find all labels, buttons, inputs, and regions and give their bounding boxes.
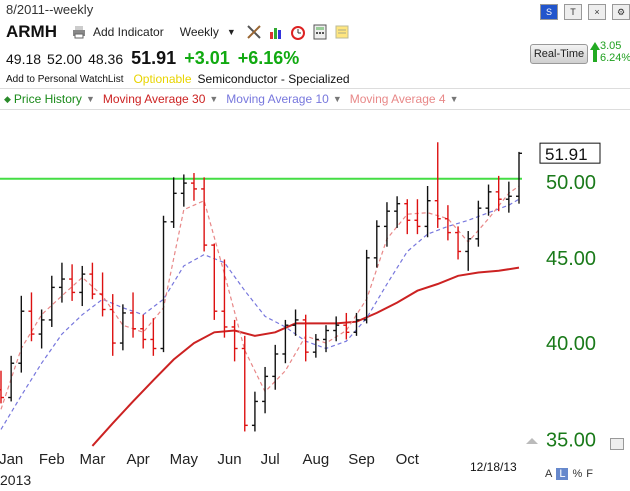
add-indicator-button[interactable]: Add Indicator: [93, 25, 164, 39]
legend-price-history-label: Price History: [13, 92, 82, 106]
alarm-clock-icon[interactable]: [290, 24, 306, 40]
legend-ma10[interactable]: Moving Average 10 ▼: [226, 92, 341, 106]
price-row: 49.18 52.00 48.36 51.91 +3.01 +6.16%: [6, 48, 307, 69]
x-tick-label-jul: Jul: [261, 451, 280, 468]
settings-s-button[interactable]: S: [540, 4, 558, 20]
realtime-change-value: 3.05: [600, 40, 622, 52]
x-tick-label-aug: Aug: [303, 451, 330, 468]
legend-ma30-label: Moving Average 30: [102, 92, 206, 106]
interval-select[interactable]: Weekly: [179, 25, 219, 39]
symbol-row: ARMH Add Indicator Weekly ▼: [6, 22, 356, 42]
close-button[interactable]: ×: [588, 4, 606, 20]
sector-label: Semiconductor - Specialized: [197, 72, 350, 86]
note-icon[interactable]: [334, 24, 350, 40]
printer-icon[interactable]: [71, 24, 87, 40]
ticker-symbol: ARMH: [6, 22, 57, 41]
chevron-down-icon: ▼: [332, 94, 342, 104]
x-tick-label-feb: Feb: [39, 451, 65, 468]
ma-series-2: [0, 185, 520, 410]
scale-option-l[interactable]: L: [556, 468, 569, 480]
chart-header: 8/2011--weekly S T × ⚙ ARMH Add Indicato…: [0, 0, 630, 88]
legend-ma30[interactable]: Moving Average 30 ▼: [103, 92, 218, 106]
info-row: Add to Personal WatchList Optionable Sem…: [6, 72, 350, 86]
low-value: 48.36: [88, 50, 124, 67]
last-price-axis-label: 51.91: [545, 145, 588, 164]
scroll-up-icon[interactable]: [526, 438, 538, 444]
legend-price-history[interactable]: ◆ Price History ▼: [4, 92, 95, 106]
x-tick-label-jan: Jan: [0, 451, 23, 468]
change-percent: +6.16%: [237, 48, 300, 68]
crossed-tools-icon[interactable]: [246, 24, 262, 40]
price-chart[interactable]: 35.00 40.00 45.00 50.00 51.91 Jan Feb Mar Apr May…: [0, 108, 630, 468]
up-arrow-icon: [590, 42, 600, 62]
open-value: 49.18: [6, 50, 42, 67]
indicator-legend: ◆ Price History ▼ Moving Average 30 ▼ Mo…: [0, 88, 630, 110]
chevron-down-icon: ▼: [85, 94, 95, 104]
last-price: 51.91: [131, 48, 177, 68]
interval-chevron-down-icon[interactable]: ▼: [226, 27, 236, 37]
x-tick-label-sep: Sep: [348, 451, 375, 468]
optionable-label: Optionable: [133, 72, 192, 86]
y-tick-label-2: 45.00: [546, 248, 596, 270]
x-tick-label-may: May: [170, 451, 199, 468]
scale-option-f[interactable]: F: [586, 468, 593, 480]
y-tick-label-0: 35.00: [546, 430, 596, 452]
x-tick-label-jun: Jun: [217, 451, 241, 468]
realtime-change: 3.05 6.24%: [600, 40, 630, 64]
text-button[interactable]: T: [564, 4, 582, 20]
scale-options: A L % F: [545, 468, 593, 480]
y-tick-label-3: 50.00: [546, 172, 596, 194]
bar-chart-icon[interactable]: [268, 24, 284, 40]
legend-ma4-label: Moving Average 4: [349, 92, 446, 106]
close-icon: ×: [594, 7, 600, 17]
gear-icon: ⚙: [616, 6, 626, 17]
change-value: +3.01: [184, 48, 230, 68]
scale-option-a[interactable]: A: [545, 468, 553, 480]
gear-button[interactable]: ⚙: [612, 4, 630, 20]
add-to-watchlist-link[interactable]: Add to Personal WatchList: [6, 73, 124, 85]
chart-resize-handle[interactable]: [610, 438, 624, 450]
chevron-down-icon: ▼: [209, 94, 219, 104]
current-date: 12/18/13: [470, 460, 517, 474]
calculator-icon[interactable]: [312, 24, 328, 40]
y-tick-label-1: 40.00: [546, 333, 596, 355]
high-value: 52.00: [47, 50, 83, 67]
period-label: 8/2011--weekly: [6, 2, 94, 17]
realtime-change-percent: 6.24%: [600, 52, 630, 64]
chevron-down-icon: ▼: [449, 94, 459, 104]
x-tick-label-oct: Oct: [396, 451, 420, 468]
realtime-button[interactable]: Real-Time: [530, 44, 588, 64]
x-tick-label-mar: Mar: [79, 451, 105, 468]
scale-option-percent[interactable]: %: [572, 468, 583, 480]
ma-series-1: [0, 198, 520, 430]
legend-ma4[interactable]: Moving Average 4 ▼: [350, 92, 459, 106]
last-price-box: [539, 142, 601, 164]
legend-ma10-label: Moving Average 10: [226, 92, 329, 106]
window-buttons: S T × ⚙: [540, 4, 630, 20]
expand-icon: ◆: [4, 93, 11, 104]
x-tick-label-apr: Apr: [126, 451, 149, 468]
year-label: 2013: [0, 472, 32, 488]
